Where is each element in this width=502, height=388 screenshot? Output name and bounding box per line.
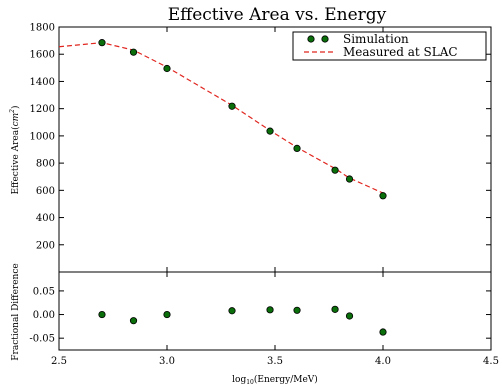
chart-title: Effective Area vs. Energy [168, 5, 387, 25]
legend: Simulation Measured at SLAC [292, 31, 487, 61]
fractional-difference-point [331, 305, 339, 313]
x-tick-label: 3.5 [267, 356, 283, 367]
top-y-tick-label: 200 [36, 240, 55, 251]
fractional-difference-point [228, 307, 236, 315]
x-axis-label: log10(Energy/MeV) [232, 374, 318, 386]
simulation-point [129, 48, 138, 56]
fractional-difference-point [345, 312, 354, 320]
simulation-point [228, 102, 236, 110]
top-y-tick-label: 1600 [30, 50, 55, 61]
top-y-tick-label: 400 [36, 213, 55, 224]
xlabel-rest: (Energy/MeV) [254, 374, 318, 385]
top-ylabel-unit: cm [11, 113, 21, 127]
x-tick-label: 4.5 [483, 356, 499, 367]
top-y-tick-label: 800 [36, 159, 55, 170]
legend-label-slac: Measured at SLAC [343, 45, 458, 59]
simulation-point [293, 144, 301, 153]
simulation-point [98, 39, 106, 47]
top-y-tick-label: 1000 [30, 131, 55, 142]
top-ylabel-main: Effective Area( [10, 126, 21, 194]
fractional-difference-point [129, 317, 138, 325]
legend-marker-simulation [307, 35, 315, 43]
top-ylabel-sup: 2 [9, 109, 16, 114]
xlabel-main: log [232, 375, 246, 385]
fractional-difference-point [293, 306, 301, 314]
xlabel-sub: 10 [246, 379, 254, 386]
top-y-tick-label: 600 [36, 186, 55, 197]
fractional-difference-point [266, 306, 274, 314]
x-tick-label: 2.5 [51, 356, 67, 367]
bottom-ylabel: Fractional Difference [11, 263, 21, 360]
top-y-tick-label: 1400 [30, 77, 55, 88]
legend-label-simulation: Simulation [343, 32, 409, 46]
simulation-point [163, 64, 171, 73]
top-panel-frame [58, 26, 492, 273]
series-line-measured-slac [58, 42, 384, 194]
simulation-point [345, 175, 354, 183]
top-y-tick-label: 1200 [30, 104, 55, 115]
fractional-difference-point [98, 310, 106, 319]
top-y-tick-label: 1800 [30, 23, 55, 34]
bottom-y-tick-label: 0.00 [33, 310, 55, 321]
bottom-y-tick-label: -0.05 [29, 334, 55, 345]
top-ylabel: Effective Area(cm2) [9, 105, 21, 194]
fractional-difference-point [163, 310, 171, 319]
top-ylabel-close: ) [10, 105, 21, 109]
legend-marker-simulation-2 [321, 35, 329, 43]
simulation-point [266, 127, 274, 135]
simulation-point [331, 166, 339, 174]
bottom-panel-frame [58, 271, 492, 351]
fractional-difference-point [379, 328, 387, 336]
bottom-y-tick-label: 0.05 [33, 286, 55, 297]
x-tick-label: 3.0 [159, 356, 175, 367]
simulation-point [379, 192, 387, 200]
x-tick-label: 4.0 [375, 356, 391, 367]
